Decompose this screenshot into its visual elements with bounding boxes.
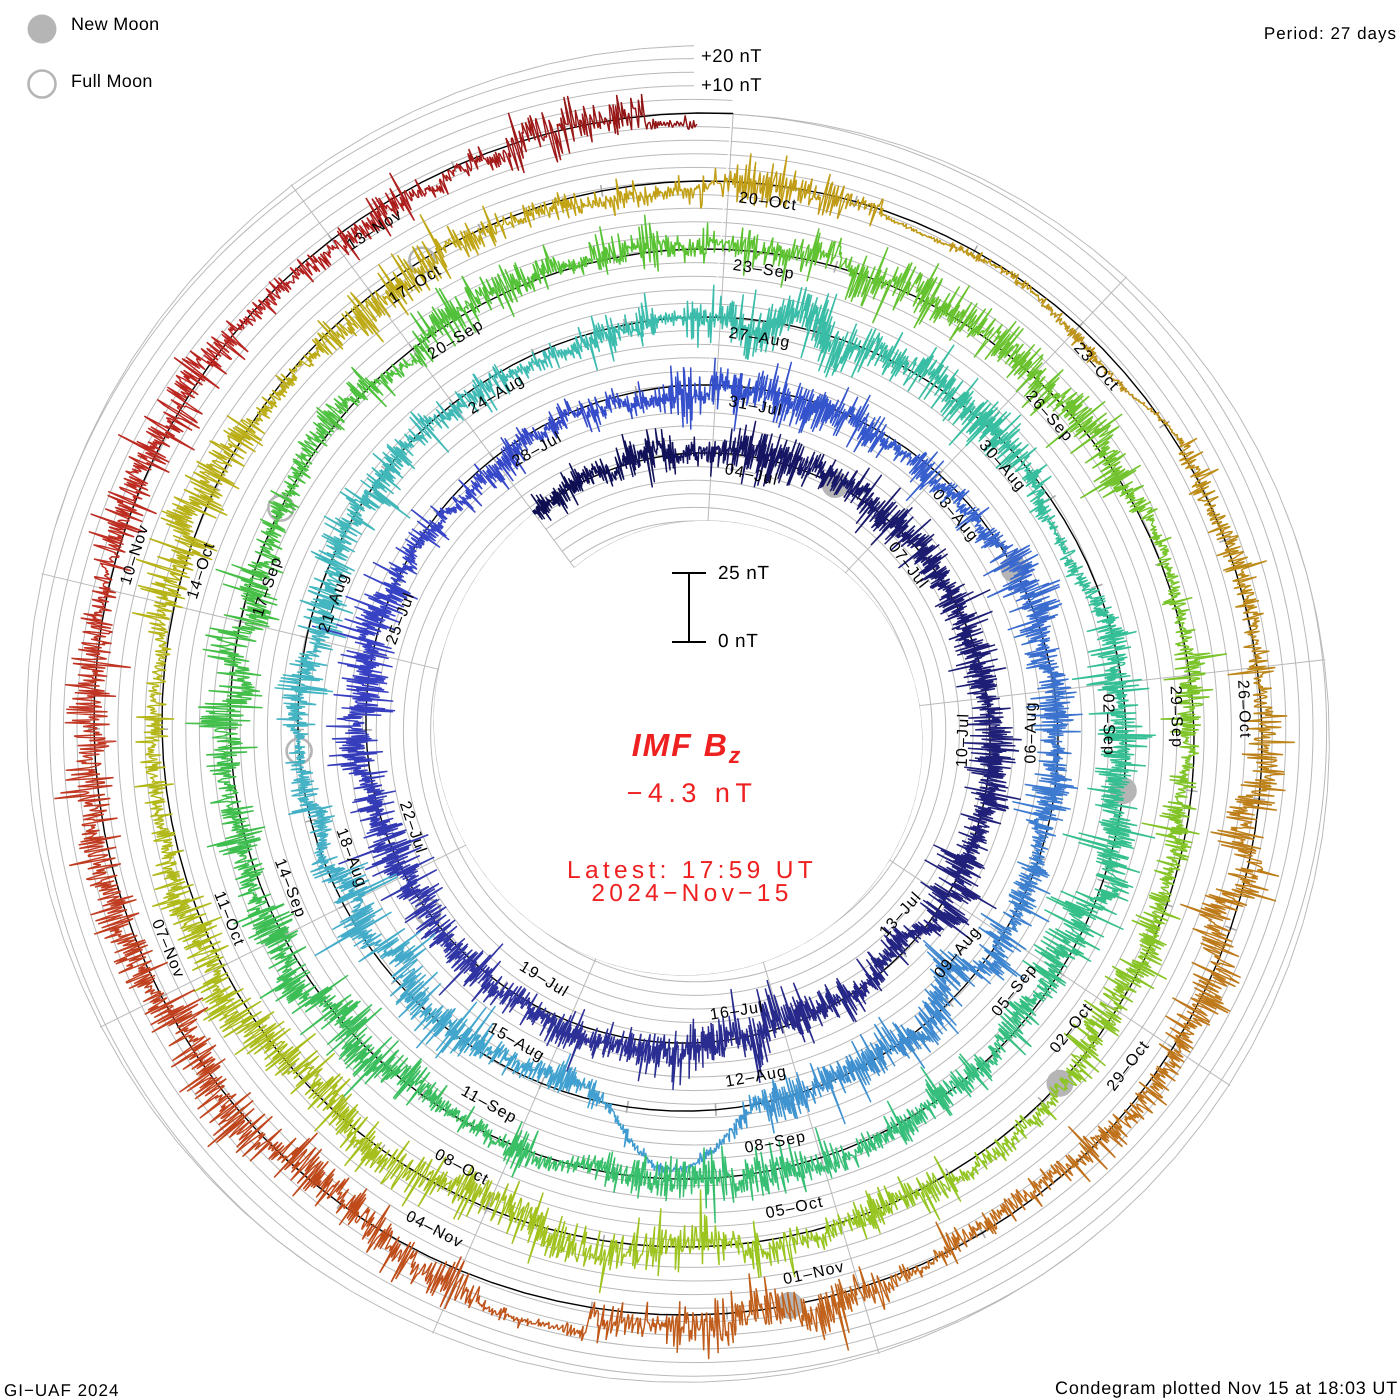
svg-text:06–Aug: 06–Aug (1023, 701, 1040, 763)
svg-text:Condegram plotted Nov 15 at 18: Condegram plotted Nov 15 at 18:03 UT (1055, 1378, 1398, 1398)
svg-text:25 nT: 25 nT (718, 563, 770, 584)
svg-text:IMF Bz: IMF Bz (632, 727, 741, 768)
svg-text:Latest: 17:59 UT: Latest: 17:59 UT (567, 857, 817, 884)
svg-text:29–Sep: 29–Sep (1167, 686, 1186, 749)
svg-text:2024−Nov−15: 2024−Nov−15 (591, 880, 792, 907)
svg-text:GI−UAF 2024: GI−UAF 2024 (4, 1381, 119, 1400)
svg-text:New Moon: New Moon (71, 14, 159, 34)
svg-text:+20 nT: +20 nT (701, 45, 762, 66)
svg-text:+10 nT: +10 nT (701, 74, 762, 95)
svg-text:26–Oct: 26–Oct (1234, 680, 1253, 739)
svg-text:0 nT: 0 nT (718, 631, 758, 652)
svg-text:02–Sep: 02–Sep (1099, 694, 1117, 757)
svg-text:−4.3 nT: −4.3 nT (627, 778, 758, 808)
svg-text:10–Jul: 10–Jul (954, 713, 973, 768)
svg-text:Period: 27 days: Period: 27 days (1264, 24, 1397, 43)
svg-text:Full Moon: Full Moon (71, 71, 153, 91)
